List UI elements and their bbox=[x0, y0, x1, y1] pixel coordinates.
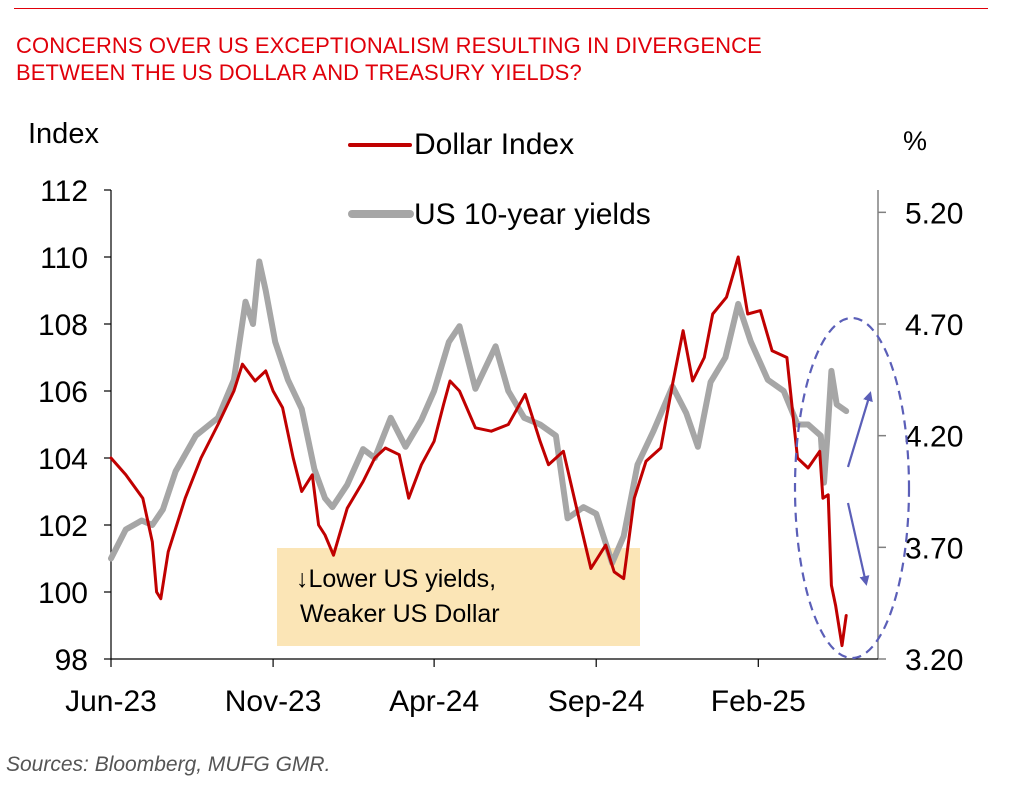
left-axis-tick-label: 100 bbox=[38, 577, 88, 610]
left-axis-tick-label: 98 bbox=[55, 644, 88, 677]
annotation-box bbox=[277, 548, 640, 646]
annotation-text-line-1: ↓Lower US yields, bbox=[296, 565, 496, 593]
left-axis-tick-label: 106 bbox=[38, 376, 88, 409]
right-axis-tick-label: 4.70 bbox=[905, 309, 963, 342]
left-axis-title: Index bbox=[28, 118, 99, 150]
left-axis-tick-label: 108 bbox=[38, 309, 88, 342]
left-axis-tick-label: 104 bbox=[38, 443, 88, 476]
left-axis-tick-label: 110 bbox=[40, 242, 88, 275]
series-line-dollar-index bbox=[109, 255, 848, 648]
chart-title: CONCERNS OVER US EXCEPTIONALISM RESULTIN… bbox=[16, 32, 976, 86]
right-axis-tick-label: 5.20 bbox=[905, 197, 963, 230]
right-axis-tick-label: 3.20 bbox=[905, 644, 963, 677]
left-axis-tick-label: 112 bbox=[40, 175, 88, 208]
source-note: Sources: Bloomberg, MUFG GMR. bbox=[6, 753, 331, 776]
legend: Dollar Index US 10-year yields bbox=[348, 128, 651, 231]
x-axis-tick-label: Feb-25 bbox=[711, 685, 806, 718]
up-arrow bbox=[846, 391, 873, 468]
legend-label-dollar-index: Dollar Index bbox=[414, 128, 574, 161]
chart-title-line-2: BETWEEN THE US DOLLAR AND TREASURY YIELD… bbox=[16, 60, 582, 85]
left-axis-tick-label: 102 bbox=[38, 510, 88, 543]
right-axis-tick-label: 3.70 bbox=[905, 532, 963, 565]
right-axis-tick-label: 4.20 bbox=[905, 421, 963, 454]
top-rule bbox=[14, 8, 988, 9]
dual-axis-line-chart: 98 100 102 104 106 108 110 112 3.20 3.70 4.20 4.70… bbox=[28, 118, 963, 718]
right-axis-title: % bbox=[903, 126, 927, 156]
chart-title-line-1: CONCERNS OVER US EXCEPTIONALISM RESULTIN… bbox=[16, 33, 762, 58]
x-axis-tick-label: Nov-23 bbox=[225, 685, 322, 718]
down-arrow bbox=[846, 502, 870, 586]
annotation-text-line-2: Weaker US Dollar bbox=[300, 600, 500, 628]
divergence-ellipse bbox=[793, 316, 911, 660]
series-line-us-10-year-yields bbox=[108, 258, 850, 566]
x-axis-tick-label: Jun-23 bbox=[65, 685, 157, 718]
x-axis-tick-label: Sep-24 bbox=[548, 685, 645, 718]
x-axis-tick-label: Apr-24 bbox=[389, 685, 479, 718]
legend-label-us-10-year-yields: US 10-year yields bbox=[414, 198, 651, 231]
